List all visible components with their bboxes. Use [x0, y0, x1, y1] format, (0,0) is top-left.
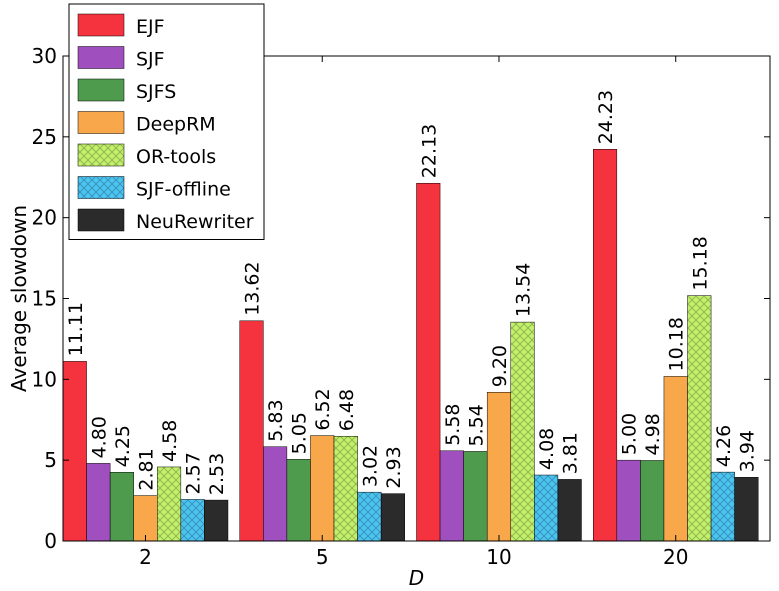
bar-value-label: 15.18: [689, 236, 711, 290]
bar-value-label: 4.26: [713, 425, 735, 467]
bar-hatch-sjf-offline-20: [711, 472, 735, 541]
bars-layer: [62, 149, 759, 542]
bar-value-label: 6.52: [312, 388, 334, 430]
y-tick-label: 30: [32, 44, 57, 68]
bar-value-label: 5.58: [442, 403, 464, 445]
bar-deeprm-2: [133, 495, 158, 542]
legend-swatch-hatch: [78, 144, 124, 166]
x-axis-label: D: [409, 566, 424, 590]
bar-value-label: 10.18: [666, 317, 688, 371]
bar-neurewriter-10: [557, 479, 582, 542]
bar-sjfs-10: [463, 451, 488, 542]
bar-value-label: 5.00: [619, 413, 641, 455]
legend-label: EJF: [136, 16, 165, 38]
y-tick-label: 10: [32, 367, 57, 391]
bar-sjfs-2: [109, 472, 134, 542]
y-tick-label: 20: [32, 206, 57, 230]
bar-neurewriter-20: [734, 477, 759, 542]
bar-value-label: 4.08: [536, 428, 558, 470]
legend-label: SJF-offline: [136, 179, 231, 201]
legend-swatch: [77, 78, 125, 102]
bar-deeprm-10: [486, 392, 512, 542]
x-tick-label: 10: [486, 545, 511, 569]
legend-swatch: [77, 46, 125, 69]
bar-value-label: 4.80: [88, 416, 110, 458]
x-tick-label: 2: [139, 545, 152, 569]
bar-hatch-or-tools-2: [157, 466, 181, 541]
bar-value-label: 13.54: [513, 263, 535, 317]
bar-labels-layer: 11.11 13.62 22.13 24.23 4.80 5.83 5.58 5.00 4.25…: [65, 90, 759, 495]
bar-value-label: 3.02: [359, 445, 381, 487]
bar-value-label: 2.53: [206, 453, 228, 495]
bar-value-label: 2.93: [383, 446, 405, 488]
bar-value-label: 24.23: [595, 90, 617, 144]
bar-sjf-20: [616, 459, 641, 542]
bar-hatch-sjf-offline-5: [357, 492, 382, 541]
bar-sjf-10: [439, 450, 464, 542]
legend: EJF SJF SJFS DeepRM OR-tools SJF-offline NeuRe…: [68, 3, 265, 240]
y-axis-label: Average slowdown: [7, 205, 31, 392]
x-axis: 2 5 10 20: [139, 56, 688, 569]
bar-value-label: 9.20: [489, 345, 511, 387]
legend-label: NeuRewriter: [136, 211, 254, 233]
bar-sjf-2: [86, 463, 111, 542]
y-tick-label: 5: [44, 448, 57, 472]
bar-value-label: 11.11: [65, 302, 87, 356]
legend-label: DeepRM: [136, 114, 216, 136]
bar-value-label: 6.48: [336, 389, 358, 431]
bar-ejf-5: [239, 320, 264, 542]
x-tick-label: 5: [316, 545, 329, 569]
bar-value-label: 4.25: [112, 425, 134, 467]
bar-value-label: 3.81: [560, 432, 582, 474]
bar-hatch-or-tools-10: [510, 322, 535, 541]
legend-swatch: [77, 208, 125, 232]
bar-sjf-5: [263, 446, 288, 542]
legend-swatch: [77, 111, 125, 134]
bar-value-label: 3.94: [736, 430, 758, 472]
bar-ejf-2: [62, 361, 87, 542]
bar-hatch-sjf-offline-10: [534, 475, 558, 541]
legend-label: SJF: [136, 49, 165, 71]
bar-value-label: 5.54: [465, 404, 487, 446]
bar-hatch-or-tools-20: [687, 295, 712, 541]
bar-hatch-sjf-offline-2: [180, 499, 205, 541]
y-axis: 0 5 10 15 20 25 30: [32, 44, 770, 553]
legend-label: OR-tools: [136, 146, 216, 168]
bar-value-label: 5.83: [265, 399, 287, 441]
bar-value-label: 5.05: [289, 412, 311, 454]
bar-value-label: 4.58: [159, 420, 181, 462]
bar-neurewriter-5: [380, 493, 405, 542]
bar-hatch-or-tools-5: [334, 436, 358, 541]
bar-ejf-20: [593, 149, 618, 542]
bar-sjfs-5: [286, 459, 311, 542]
x-tick-label: 20: [663, 545, 688, 569]
bar-sjfs-20: [640, 460, 665, 542]
legend-swatch: [77, 13, 125, 37]
legend-swatch-hatch: [78, 176, 124, 199]
bar-deeprm-20: [663, 376, 688, 542]
bar-value-label: 4.98: [642, 413, 664, 455]
bar-value-label: 13.62: [242, 261, 264, 315]
legend-label: SJFS: [136, 81, 176, 103]
bar-value-label: 22.13: [418, 124, 440, 178]
y-tick-label: 25: [32, 125, 57, 149]
bar-ejf-10: [416, 182, 441, 542]
y-tick-label: 0: [44, 529, 57, 553]
bar-value-label: 2.57: [183, 452, 205, 494]
bar-neurewriter-2: [204, 499, 229, 542]
y-tick-label: 15: [32, 287, 57, 311]
bar-value-label: 2.81: [135, 448, 157, 490]
bar-deeprm-5: [310, 435, 335, 542]
